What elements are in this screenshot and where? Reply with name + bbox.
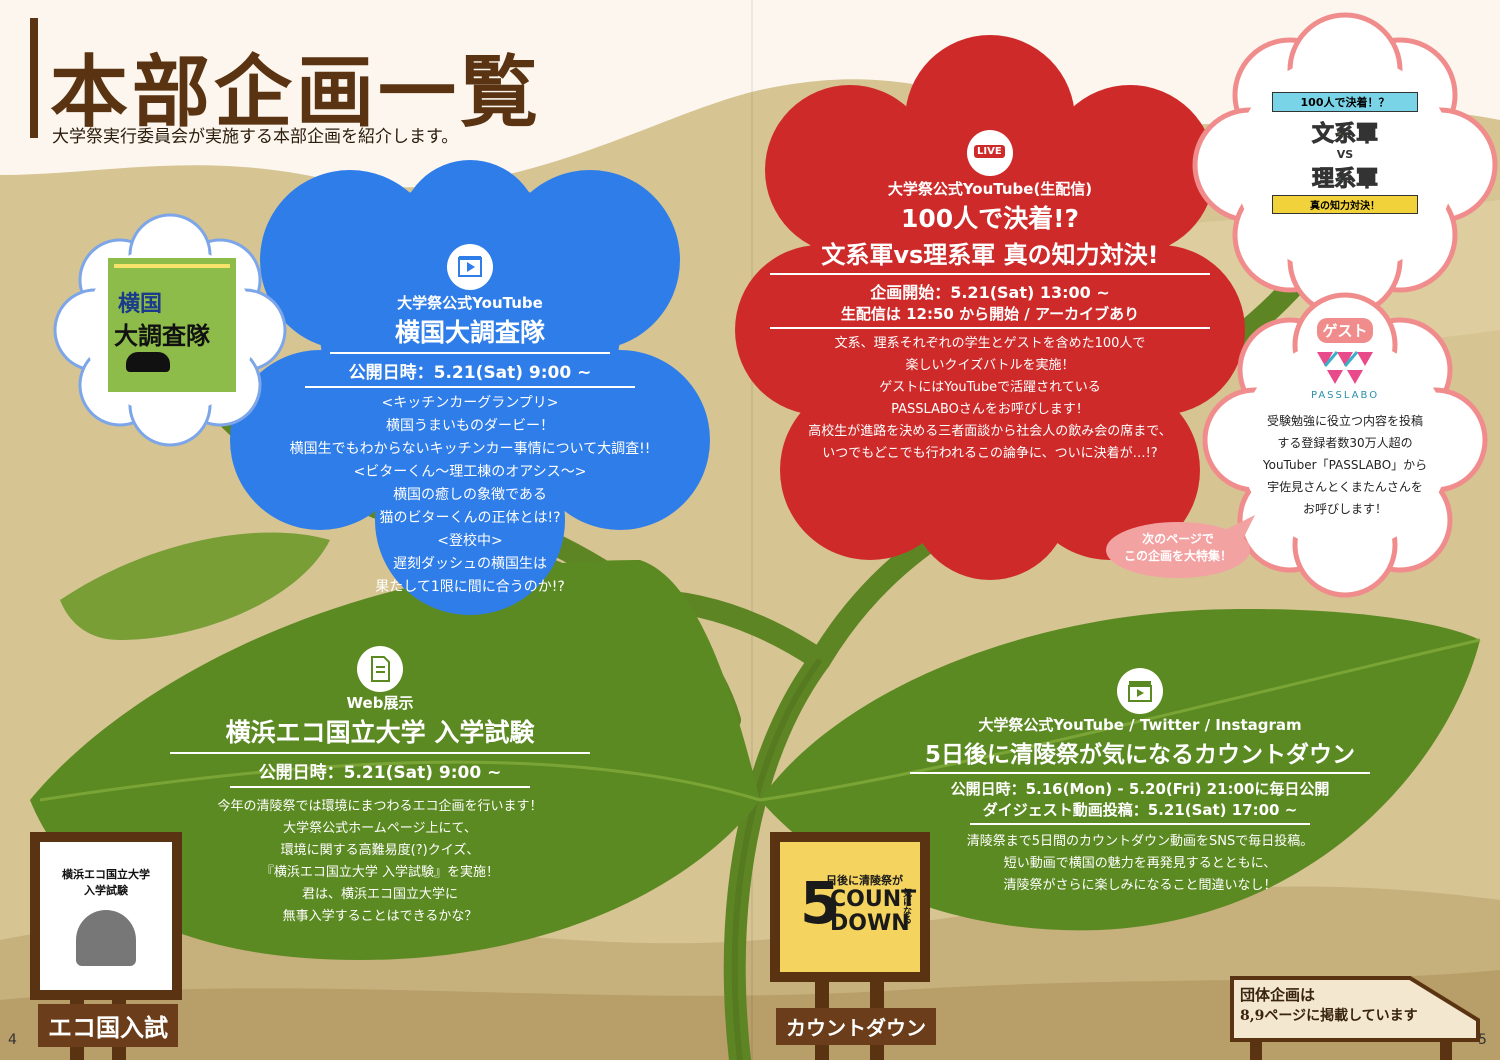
eco-exam-board: 横浜エコ国立大学 入学試験 <box>40 866 172 966</box>
video-play-icon <box>447 244 493 290</box>
page-number-left: 4 <box>8 1032 17 1048</box>
blue-title: 横国大調査隊 <box>330 313 610 354</box>
guest-line: 宇佐見さんとくまたんさんを <box>1267 480 1423 494</box>
bunkei-rikei-logo: 100人で決着！？ 文系軍 VS 理系軍 真の知力対決！ <box>1272 92 1418 218</box>
countdown-top: 日後に清陵祭が <box>826 874 903 887</box>
logo-vs: VS <box>1336 148 1354 161</box>
red-line: 楽しいクイズバトルを実施！ <box>905 358 1075 373</box>
right-leaf-date-2: ダイジェスト動画投稿：5.21(Sat) 17:00 ~ <box>970 799 1310 825</box>
left-leaf-line: 環境に関する高難易度(?)クイズ、 <box>280 843 480 858</box>
right-leaf-title: 5日後に清陵祭が気になるカウントダウン <box>910 735 1370 774</box>
passlabo-logo-text: PASSLABO <box>1310 390 1380 401</box>
guest-line: 受験勉強に役立つ内容を投稿 <box>1266 414 1423 428</box>
title-accent-bar <box>30 18 38 138</box>
eco-exam-sign-label: エコ国入試 <box>38 1004 178 1047</box>
blue-flower-content: 大学祭公式YouTube 横国大調査隊 公開日時：5.21(Sat) 9:00 … <box>270 244 670 599</box>
blue-line: 遅刻ダッシュの横国生は <box>393 556 547 572</box>
clapperboard-icon <box>1117 668 1163 714</box>
right-leaf-date-1: 公開日時：5.16(Mon) - 5.20(Fri) 21:00に毎日公開 <box>950 780 1330 798</box>
left-leaf-date: 公開日時：5.21(Sat) 9:00 ~ <box>230 758 530 788</box>
guest-line: する登録者数30万人超の <box>1277 436 1413 450</box>
right-leaf-line: 清陵祭まで5日間のカウントダウン動画をSNSで毎日投稿。 <box>966 834 1314 849</box>
blue-line: 果たして1限に間に合うのか!? <box>375 579 565 595</box>
blue-line: 横国生でもわからないキッチンカー事情について大調査!! <box>289 441 651 457</box>
red-date-2: 生配信は 12:50 から開始 / アーカイブあり <box>770 303 1210 329</box>
red-title-2: 文系軍vs理系軍 真の知力対決! <box>770 235 1210 275</box>
logo-mid-2: 理系軍 <box>1311 167 1378 193</box>
countdown-logo: 5 日後に清陵祭が COUNT DOWN 気になる <box>800 868 916 948</box>
blue-line: 横国うまいものダービー！ <box>386 418 554 434</box>
right-leaf-line: 清陵祭がさらに楽しみになること間違いなし！ <box>1003 878 1277 893</box>
blue-line: <キッチンカーグランプリ> <box>381 395 559 411</box>
left-leaf-line: 大学祭公式ホームページ上にて、 <box>283 821 477 836</box>
countdown-number: 5 <box>800 869 841 937</box>
red-date-1: 企画開始：5.21(Sat) 13:00 ~ <box>870 283 1110 302</box>
eco-exam-board-subtitle: 入学試験 <box>84 884 128 897</box>
right-leaf-content: 大学祭公式YouTube / Twitter / Instagram 5日後に清… <box>910 668 1370 897</box>
red-line: PASSLABOさんをお呼びします！ <box>891 402 1089 417</box>
cat-icon <box>126 352 170 372</box>
logo-text-chosatai: 大調査隊 <box>114 322 210 350</box>
left-leaf-label: Web展示 <box>346 694 414 712</box>
logo-top-text: 100人で決着！？ <box>1272 92 1418 112</box>
eco-exam-board-title: 横浜エコ国立大学 <box>62 868 150 881</box>
chosatai-logo: 横国 大調査隊 <box>108 258 236 392</box>
red-channel: 大学祭公式YouTube(生配信) <box>887 180 1093 198</box>
left-leaf-content: Web展示 横浜エコ国立大学 入学試験 公開日時：5.21(Sat) 9:00 … <box>170 646 590 928</box>
left-leaf-title: 横浜エコ国立大学 入学試験 <box>170 713 590 754</box>
red-line: 文系、理系それぞれの学生とゲストを含めた100人で <box>834 336 1146 351</box>
next-page-note-line: 次のページで <box>1142 532 1214 546</box>
live-badge: LIVE <box>974 145 1005 158</box>
countdown-sign-label: カウントダウン <box>776 1008 936 1045</box>
next-page-note: 次のページで この企画を大特集！ <box>1108 530 1248 564</box>
next-page-note-line: この企画を大特集！ <box>1123 549 1232 563</box>
guest-line: お呼びします！ <box>1302 502 1387 516</box>
blue-line: 横国の癒しの象徴である <box>393 487 547 503</box>
red-title-1: 100人で決着!? <box>900 204 1080 233</box>
red-flower-content: LIVE 大学祭公式YouTube(生配信) 100人で決着!? 文系軍vs理系… <box>770 130 1210 465</box>
right-leaf-channel: 大学祭公式YouTube / Twitter / Instagram <box>978 716 1302 734</box>
countdown-side: 気になる <box>901 888 911 924</box>
document-icon <box>357 646 403 692</box>
left-leaf-line: 君は、横浜エコ国立大学に <box>301 887 458 902</box>
left-leaf-line: 今年の清陵祭では環境にまつわるエコ企画を行います！ <box>217 799 543 814</box>
blue-line: <ビターくん〜理工棟のオアシス〜> <box>353 464 587 480</box>
logo-bottom-text: 真の知力対決！ <box>1272 195 1418 214</box>
guest-line: YouTuber「PASSLABO」から <box>1262 458 1428 472</box>
blue-channel: 大学祭公式YouTube <box>397 294 543 312</box>
blue-line: 猫のビターくんの正体とは!? <box>379 510 561 526</box>
arrow-sign-line-1: 団体企画は <box>1240 986 1316 1004</box>
live-camera-icon: LIVE <box>967 130 1013 176</box>
blue-date: 公開日時：5.21(Sat) 9:00 ~ <box>305 358 635 388</box>
arrow-sign-line-2: 8,9ページに掲載しています <box>1240 1008 1418 1024</box>
red-line: いつでもどこでも行われるこの論争に、ついに決着が…!? <box>822 446 1158 461</box>
page-subtitle: 大学祭実行委員会が実施する本部企画を紹介します。 <box>52 127 459 147</box>
left-leaf-line: 無事入学することはできるかな？ <box>282 909 478 924</box>
group-events-arrow-sign: 団体企画は 8,9ページに掲載しています <box>1240 984 1460 1025</box>
red-line: 高校生が進路を決める三者面談から社会人の飲み会の席まで、 <box>808 424 1172 439</box>
red-line: ゲストにはYouTubeで活躍されている <box>879 380 1101 395</box>
passlabo-logo: PASSLABO <box>1305 350 1385 401</box>
page-number-right: 5 <box>1478 1032 1487 1048</box>
student-illustration <box>76 910 136 966</box>
page-title: 本部企画一覧 <box>50 47 543 138</box>
countdown-down: DOWN <box>830 911 910 936</box>
blue-line: <登校中> <box>437 533 503 549</box>
logo-mid-1: 文系軍 <box>1311 122 1378 148</box>
countdown-count: COUNT <box>830 887 917 912</box>
logo-text-yokokoku: 横国 <box>118 292 163 317</box>
right-leaf-line: 短い動画で横国の魅力を再発見するとともに、 <box>1003 856 1277 871</box>
guest-description: 受験勉強に役立つ内容を投稿 する登録者数30万人超の YouTuber「PASS… <box>1252 410 1438 520</box>
left-leaf-line: 『横浜エコ国立大学 入学試験』を実施！ <box>260 865 500 880</box>
guest-label: ゲスト <box>1317 318 1373 343</box>
